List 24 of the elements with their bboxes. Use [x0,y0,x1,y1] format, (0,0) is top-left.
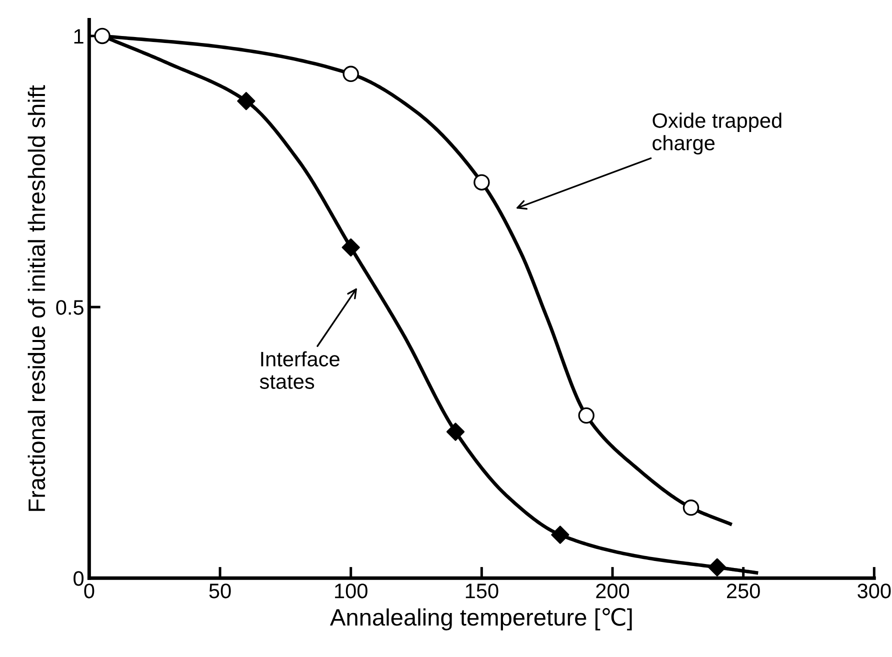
point [342,238,360,256]
x-tick-label: 200 [596,584,630,598]
x-tick-label: 150 [466,584,498,598]
point [474,174,490,190]
x-tick-label: 100 [335,584,368,598]
x-tick-label: 0 [84,584,94,598]
point [237,92,256,110]
annotation: Oxide trapped charge [652,112,782,154]
point [94,28,110,44]
y-tick-label: 0.5 [56,300,84,315]
point [578,407,594,424]
x-axis-title: Annalealing tempereture [℃] [330,608,632,630]
x-tick-label: 50 [209,584,231,598]
y-tick-label: 1 [74,29,84,44]
y-axis-title: Fractional residue of initial threshold shift [28,85,46,511]
x-tick-label: 300 [858,584,891,598]
x-tick-label: 250 [727,584,760,598]
annotation: Interface states [260,351,340,389]
y-tick-label: 0 [74,571,84,586]
point [682,500,700,516]
point [551,526,570,544]
point [708,558,726,576]
point [446,422,465,441]
point [342,66,359,82]
